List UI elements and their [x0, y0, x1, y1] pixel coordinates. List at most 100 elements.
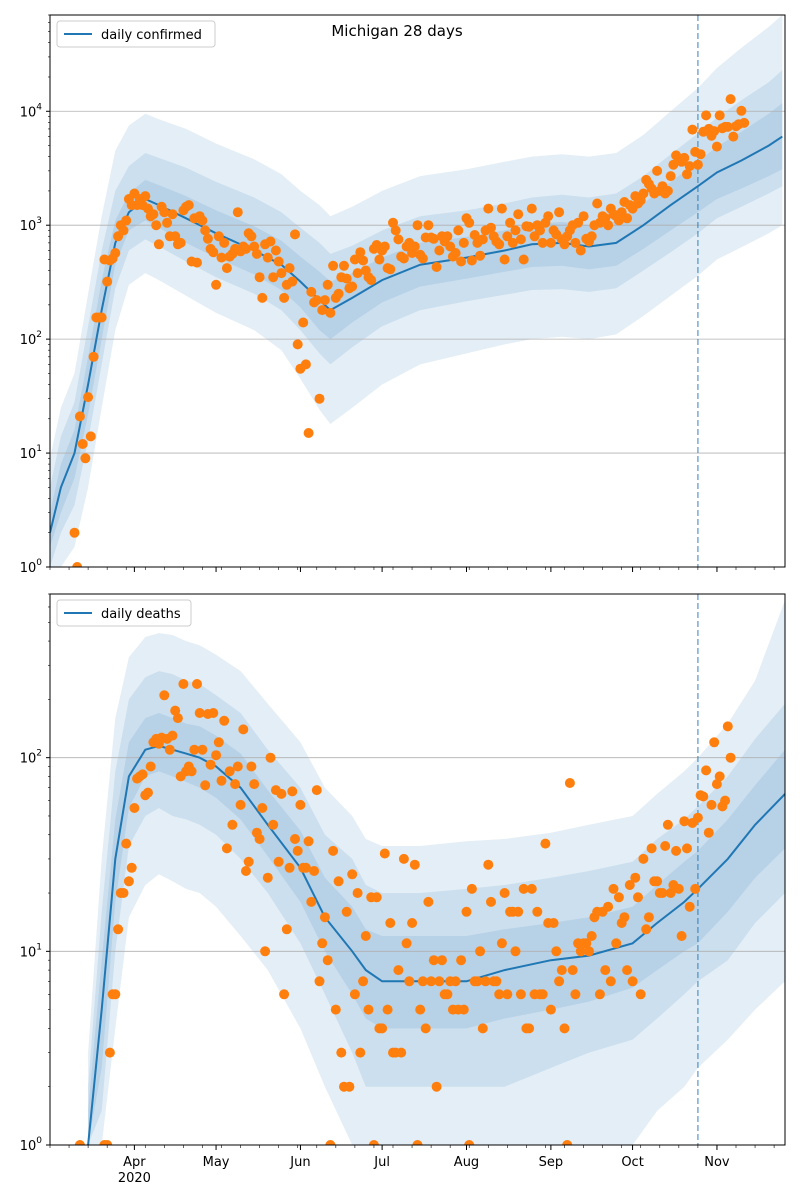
legend: daily confirmed — [56, 20, 216, 48]
data-point — [162, 217, 173, 228]
data-point — [633, 892, 643, 903]
data-point — [385, 918, 396, 928]
data-point — [243, 856, 254, 867]
data-point — [635, 989, 646, 1000]
x-tick-label: Apr — [123, 1155, 146, 1170]
data-point — [728, 131, 739, 142]
legend-label: daily confirmed — [101, 28, 202, 43]
data-point — [178, 679, 189, 689]
y-tick-label: 103 — [20, 216, 42, 234]
data-point — [682, 843, 692, 854]
x-tick-year-label: 2020 — [118, 1171, 151, 1186]
data-point — [714, 771, 725, 782]
data-point — [246, 761, 257, 772]
data-point — [281, 924, 292, 935]
data-point — [722, 121, 733, 132]
data-point — [613, 215, 624, 226]
data-point — [113, 924, 124, 935]
data-point — [360, 931, 371, 941]
data-point — [513, 906, 524, 917]
data-point — [298, 317, 309, 328]
data-point — [276, 268, 287, 279]
data-point — [428, 955, 439, 966]
y-tick-label: 104 — [20, 102, 43, 120]
data-point — [646, 843, 657, 854]
data-point — [110, 989, 121, 1000]
y-tick-label: 100 — [20, 558, 43, 576]
data-point — [714, 110, 725, 121]
x-tick-label: Sep — [539, 1155, 564, 1170]
data-point — [510, 946, 521, 957]
data-point — [477, 234, 488, 245]
data-point — [703, 827, 714, 838]
data-point — [254, 272, 265, 283]
data-point — [537, 237, 548, 248]
data-point — [102, 276, 113, 287]
data-point — [186, 766, 197, 777]
data-point — [573, 217, 584, 228]
data-point — [660, 841, 671, 851]
x-tick-label: Jun — [289, 1155, 310, 1170]
data-point — [494, 239, 505, 250]
data-point — [417, 253, 428, 264]
data-point — [317, 938, 328, 949]
data-point — [486, 222, 496, 233]
data-point — [189, 744, 200, 755]
data-point — [423, 220, 434, 231]
y-tick-label: 100 — [20, 1136, 43, 1154]
data-point — [494, 989, 505, 1000]
data-point — [197, 744, 208, 755]
data-point — [355, 1047, 366, 1058]
data-point — [466, 255, 477, 266]
data-point — [477, 1023, 488, 1034]
data-point — [241, 243, 251, 254]
data-point — [398, 253, 409, 264]
data-point — [102, 1140, 113, 1145]
band-inner — [88, 713, 785, 1145]
data-point — [662, 185, 673, 196]
data-point — [535, 225, 545, 236]
data-point — [570, 237, 581, 248]
data-point — [306, 286, 317, 297]
data-point — [469, 230, 480, 240]
data-point — [279, 292, 290, 303]
data-point — [385, 264, 396, 275]
data-point — [379, 241, 390, 252]
data-point — [311, 785, 322, 796]
data-point — [121, 838, 132, 849]
data-point — [638, 188, 649, 199]
data-point — [151, 220, 162, 231]
data-point — [426, 976, 437, 987]
data-point — [483, 859, 494, 870]
data-point — [371, 892, 382, 903]
x-tick-label: Jul — [373, 1155, 390, 1170]
data-point — [72, 562, 83, 567]
data-point — [153, 239, 164, 250]
data-point — [692, 159, 703, 170]
data-point — [74, 411, 85, 422]
data-point — [311, 295, 322, 306]
data-point — [690, 883, 701, 894]
data-point — [159, 690, 170, 701]
data-point — [83, 392, 94, 403]
data-point — [268, 272, 279, 283]
x-tick-label: Oct — [621, 1155, 643, 1170]
data-point — [208, 247, 219, 258]
data-point — [567, 965, 578, 976]
data-point — [458, 1004, 469, 1015]
data-point — [349, 254, 360, 265]
x-tick-label: Aug — [454, 1155, 479, 1170]
data-point — [434, 976, 445, 987]
data-point — [551, 946, 562, 957]
data-point — [524, 221, 535, 232]
axes-frame — [49, 14, 786, 568]
band-outer — [50, 15, 783, 567]
data-point — [303, 428, 314, 438]
data-point — [317, 305, 328, 316]
data-point — [328, 260, 339, 271]
data-point — [409, 241, 420, 252]
data-point — [235, 799, 246, 810]
axes-frame — [49, 593, 786, 1146]
data-point — [325, 307, 336, 318]
y-tick-label: 102 — [20, 330, 42, 348]
